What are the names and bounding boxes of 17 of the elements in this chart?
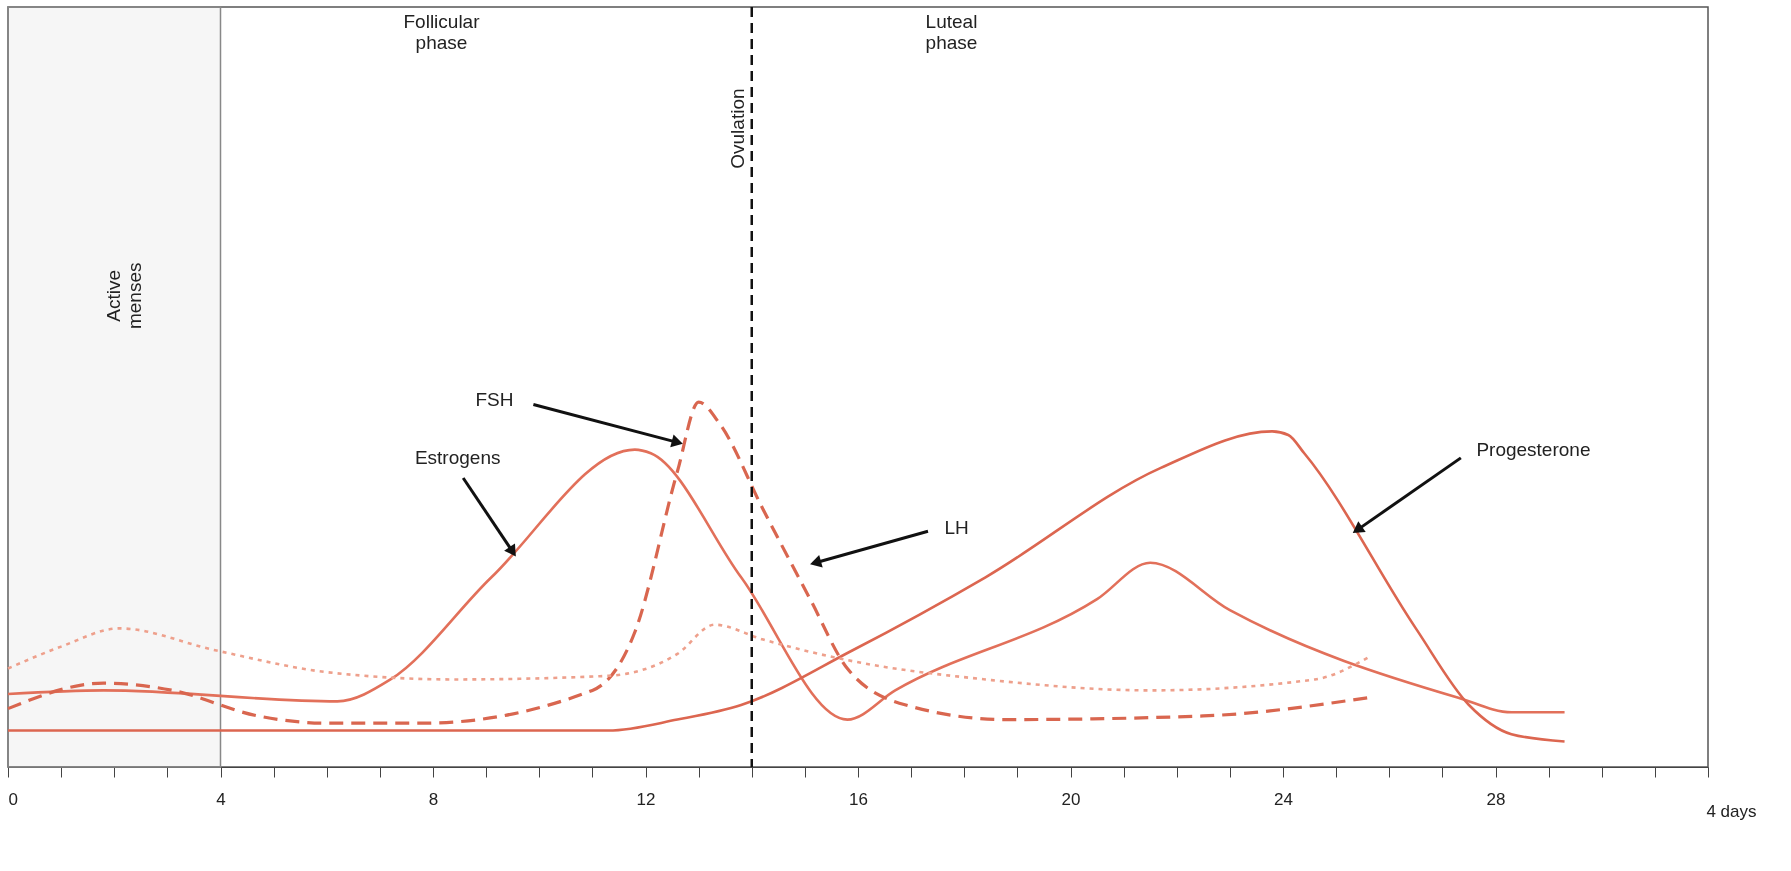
- x-axis-title: 4 days: [1706, 801, 1757, 821]
- annotation: LH: [944, 516, 969, 538]
- x-tick-label: 4: [216, 789, 226, 809]
- x-tick-label: 8: [428, 789, 439, 809]
- annotation: Estrogens: [414, 446, 501, 468]
- x-tick-label: 20: [1061, 789, 1081, 809]
- ref-line-label: Ovulation: [726, 88, 748, 169]
- band-label: Active menses: [103, 262, 146, 330]
- x-tick-label: 24: [1274, 789, 1293, 809]
- annotation: FSH: [475, 389, 514, 411]
- x-tick-label: 12: [636, 789, 656, 809]
- annotation: Progesterone: [1476, 438, 1591, 460]
- text: Follicular phase: [403, 11, 481, 53]
- text: Luteal phase: [925, 11, 978, 53]
- x-tick-label: 28: [1486, 789, 1506, 809]
- x-tick-label: 0: [8, 789, 18, 809]
- x-tick-label: 16: [849, 789, 868, 809]
